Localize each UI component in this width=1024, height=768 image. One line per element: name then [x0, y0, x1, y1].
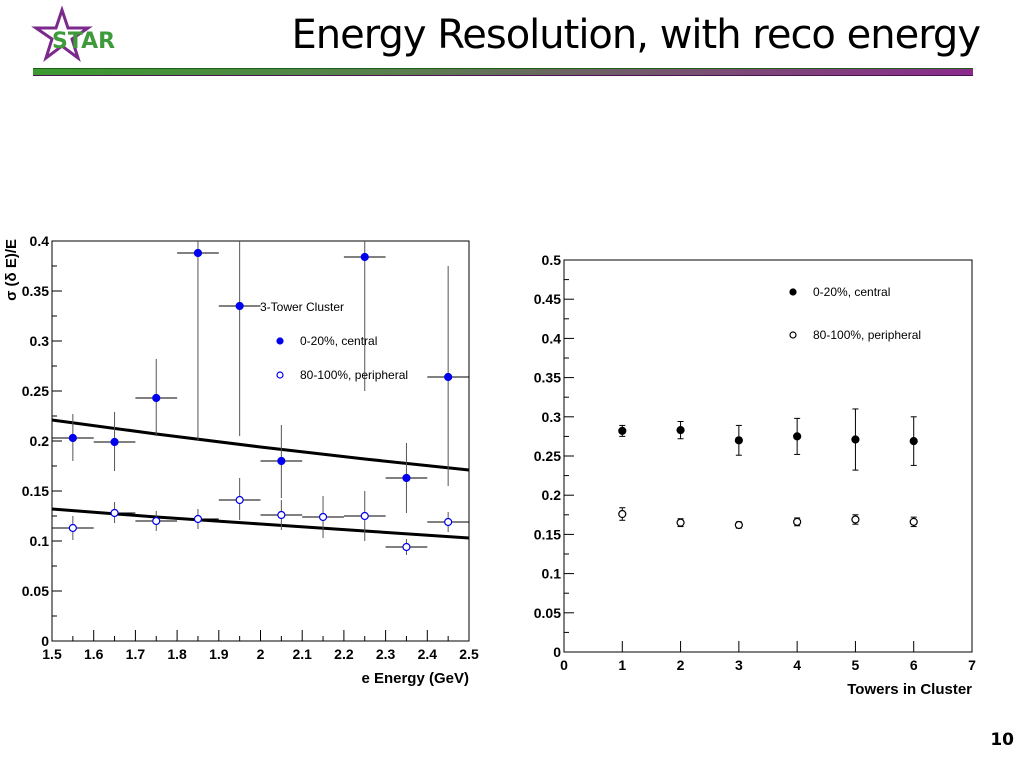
data-point	[618, 509, 627, 519]
legend-label: 80-100%, peripheral	[813, 328, 921, 342]
plot-frame	[563, 259, 973, 653]
data-point	[152, 393, 161, 403]
x-tick-label: 1	[618, 657, 626, 673]
legend-title: 3-Tower Cluster	[260, 300, 344, 314]
y-tick-label: 0	[553, 644, 561, 660]
data-point	[851, 435, 860, 444]
data-point	[618, 426, 627, 436]
legend-marker	[276, 337, 284, 345]
data-point	[909, 437, 918, 446]
data-point	[318, 512, 328, 522]
y-tick-label: 0.45	[534, 291, 561, 307]
y-tick-label: 0.15	[22, 483, 49, 499]
x-tick-label: 3	[735, 657, 743, 673]
y-tick-label: 0.15	[534, 526, 561, 542]
data-point	[444, 517, 453, 527]
x-axis-label: e Energy (GeV)	[361, 670, 469, 687]
data-point	[193, 248, 203, 258]
x-tick-label: 2	[677, 657, 685, 673]
data-point	[676, 518, 685, 527]
data-point	[909, 517, 918, 526]
star-logo	[30, 5, 150, 66]
x-tick-label: 5	[852, 657, 860, 673]
x-tick-label: 2.3	[376, 646, 396, 662]
data-point	[235, 495, 244, 505]
x-tick-label: 1.8	[167, 646, 187, 662]
y-tick-label: 0.05	[22, 583, 49, 599]
y-tick-label: 0.05	[534, 605, 561, 621]
legend-marker	[789, 331, 797, 339]
towers-in-cluster-chart: 0 0.05 0.1 0.15 0.2 0.25 0.3 0.35 0.4 0.45 0.5 0 1 2 3…	[534, 252, 976, 698]
x-tick-label: 4	[793, 657, 801, 673]
x-tick-label: 1.7	[126, 646, 146, 662]
x-tick-label: 2.4	[418, 646, 438, 662]
data-point	[793, 432, 802, 441]
logo-text: STAR	[52, 29, 116, 54]
data-point	[360, 252, 369, 262]
x-axis-label: Towers in Cluster	[847, 681, 972, 698]
x-tick-label: 1.5	[42, 646, 62, 662]
data-point	[444, 372, 453, 382]
slide-title: Energy Resolution, with reco energy	[291, 12, 982, 58]
x-tick-label: 1.6	[84, 646, 104, 662]
page-number: 10	[990, 730, 1014, 750]
data-point	[110, 437, 119, 447]
energy-resolution-chart: 0 0.05 0.1 0.15 0.2 0.25 0.3 0.35 0.4 1.5 1.6 1.7 1.…	[3, 233, 479, 687]
data-point	[360, 511, 369, 521]
x-tick-label: 1.9	[209, 646, 229, 662]
data-point	[235, 301, 244, 311]
y-tick-label: 0.2	[30, 433, 50, 449]
fit-curve	[51, 507, 470, 540]
legend-label: 80-100%, peripheral	[300, 368, 408, 382]
legend-label: 0-20%, central	[813, 285, 890, 299]
y-tick-label: 0.3	[30, 333, 50, 349]
data-point	[734, 520, 743, 530]
data-point	[734, 436, 743, 445]
y-tick-label: 0.35	[22, 283, 49, 299]
x-tick-label: 2.1	[292, 646, 312, 662]
x-tick-label: 6	[910, 657, 918, 673]
legend-marker	[276, 371, 284, 379]
y-tick-label: 0.5	[542, 252, 562, 268]
data-point	[676, 426, 685, 435]
data-point	[402, 542, 411, 552]
y-tick-label: 0.1	[542, 566, 562, 582]
data-point	[277, 456, 286, 466]
x-tick-label: 2	[257, 646, 265, 662]
y-tick-label: 0.35	[534, 370, 561, 386]
data-point	[68, 433, 77, 443]
data-point	[68, 523, 77, 533]
data-point	[793, 517, 802, 526]
y-tick-label: 0.25	[22, 383, 49, 399]
data-point	[851, 515, 860, 524]
data-point	[152, 516, 161, 526]
y-tick-label: 0.4	[30, 233, 50, 249]
data-point	[402, 473, 411, 483]
y-tick-label: 0.3	[542, 409, 562, 425]
y-tick-label: 0.4	[542, 330, 562, 346]
data-point	[277, 510, 286, 520]
y-axis-label: σ (δ E)/E	[3, 239, 20, 301]
y-tick-label: 0	[41, 633, 49, 649]
x-tick-label: 0	[560, 657, 568, 673]
legend-label: 0-20%, central	[300, 334, 377, 348]
fit-curve	[51, 418, 470, 472]
star-icon	[31, 5, 93, 63]
y-tick-label: 0.2	[542, 487, 562, 503]
title-divider	[33, 68, 973, 76]
y-tick-label: 0.1	[30, 533, 50, 549]
x-tick-label: 7	[968, 657, 976, 673]
x-tick-label: 2.2	[334, 646, 354, 662]
legend-marker	[789, 288, 797, 296]
y-tick-label: 0.25	[534, 448, 561, 464]
data-point	[193, 514, 203, 524]
data-point	[110, 508, 119, 518]
x-tick-label: 2.5	[459, 646, 479, 662]
